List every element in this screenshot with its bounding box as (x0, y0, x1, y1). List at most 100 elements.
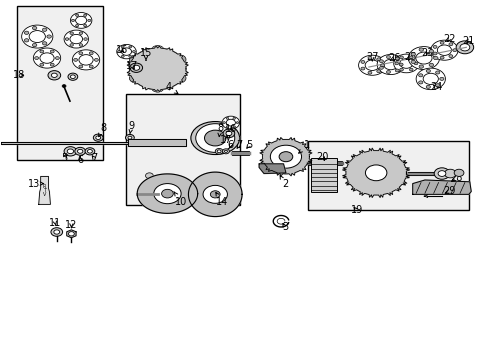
Circle shape (51, 73, 57, 77)
Text: 5: 5 (61, 153, 67, 163)
Text: V: V (43, 192, 46, 197)
Circle shape (54, 230, 60, 234)
Circle shape (437, 171, 445, 176)
Text: 3: 3 (282, 222, 287, 232)
Text: 26: 26 (387, 53, 400, 63)
Circle shape (55, 57, 59, 59)
Circle shape (151, 83, 163, 92)
Polygon shape (39, 176, 50, 204)
Circle shape (394, 57, 398, 60)
Circle shape (222, 116, 239, 129)
Circle shape (223, 122, 225, 123)
Text: 15: 15 (140, 48, 152, 60)
Circle shape (222, 149, 229, 154)
Circle shape (439, 77, 443, 80)
Circle shape (426, 85, 429, 89)
Circle shape (96, 136, 101, 139)
Circle shape (75, 24, 79, 27)
Circle shape (77, 149, 82, 153)
Circle shape (418, 81, 422, 84)
Circle shape (40, 50, 44, 53)
Circle shape (279, 152, 292, 162)
Text: 22: 22 (442, 34, 455, 44)
Circle shape (376, 58, 380, 61)
Polygon shape (188, 172, 242, 217)
Circle shape (51, 228, 62, 236)
Circle shape (147, 61, 168, 77)
Circle shape (433, 57, 437, 60)
Circle shape (204, 130, 225, 146)
Circle shape (452, 49, 456, 51)
Circle shape (408, 56, 412, 59)
Circle shape (24, 39, 29, 42)
Circle shape (70, 75, 75, 78)
Text: 7: 7 (91, 153, 97, 163)
Text: 10: 10 (173, 192, 187, 207)
Circle shape (226, 117, 228, 119)
Circle shape (75, 147, 85, 155)
Circle shape (48, 71, 61, 80)
Circle shape (410, 60, 415, 63)
Circle shape (383, 59, 397, 70)
Circle shape (137, 54, 178, 84)
Text: 23: 23 (420, 48, 433, 58)
Circle shape (71, 19, 74, 22)
Circle shape (89, 65, 93, 68)
Circle shape (413, 62, 417, 65)
Circle shape (32, 26, 37, 30)
Circle shape (399, 56, 403, 59)
Circle shape (215, 148, 223, 154)
Text: 27: 27 (365, 52, 378, 62)
Circle shape (83, 14, 86, 16)
Circle shape (418, 74, 422, 77)
Text: 8: 8 (217, 123, 223, 136)
Circle shape (399, 59, 412, 68)
Circle shape (70, 32, 73, 35)
Circle shape (64, 30, 88, 48)
Circle shape (435, 84, 439, 87)
Circle shape (380, 64, 384, 67)
Circle shape (83, 24, 86, 27)
Text: 8: 8 (99, 123, 106, 137)
Polygon shape (238, 136, 239, 140)
Circle shape (40, 53, 54, 63)
Circle shape (129, 73, 142, 83)
Circle shape (236, 122, 238, 123)
Circle shape (128, 136, 132, 139)
Circle shape (217, 150, 221, 153)
Polygon shape (137, 174, 197, 213)
Circle shape (195, 124, 234, 152)
Circle shape (436, 45, 450, 55)
Circle shape (418, 65, 423, 68)
Circle shape (422, 73, 437, 85)
Circle shape (121, 46, 124, 48)
Polygon shape (67, 230, 76, 238)
Bar (311, 158, 336, 192)
Text: 18: 18 (13, 70, 25, 80)
Circle shape (173, 73, 185, 83)
Circle shape (226, 126, 228, 128)
Circle shape (64, 147, 77, 156)
Circle shape (74, 58, 78, 61)
Circle shape (87, 19, 91, 22)
Text: R: R (43, 184, 46, 189)
Circle shape (435, 71, 439, 74)
Polygon shape (128, 139, 185, 146)
Circle shape (426, 69, 429, 72)
Text: T: T (43, 188, 46, 193)
Circle shape (360, 67, 364, 70)
Circle shape (42, 28, 47, 31)
Circle shape (226, 119, 235, 126)
Bar (17, 6, 103, 160)
Circle shape (399, 68, 403, 71)
Circle shape (62, 85, 66, 87)
Circle shape (444, 169, 455, 178)
Text: 11: 11 (49, 218, 61, 228)
Circle shape (68, 73, 78, 80)
Text: 19: 19 (350, 206, 362, 216)
Circle shape (455, 41, 473, 54)
Circle shape (453, 169, 463, 176)
Circle shape (365, 60, 379, 71)
Circle shape (89, 52, 93, 55)
Circle shape (42, 42, 47, 45)
